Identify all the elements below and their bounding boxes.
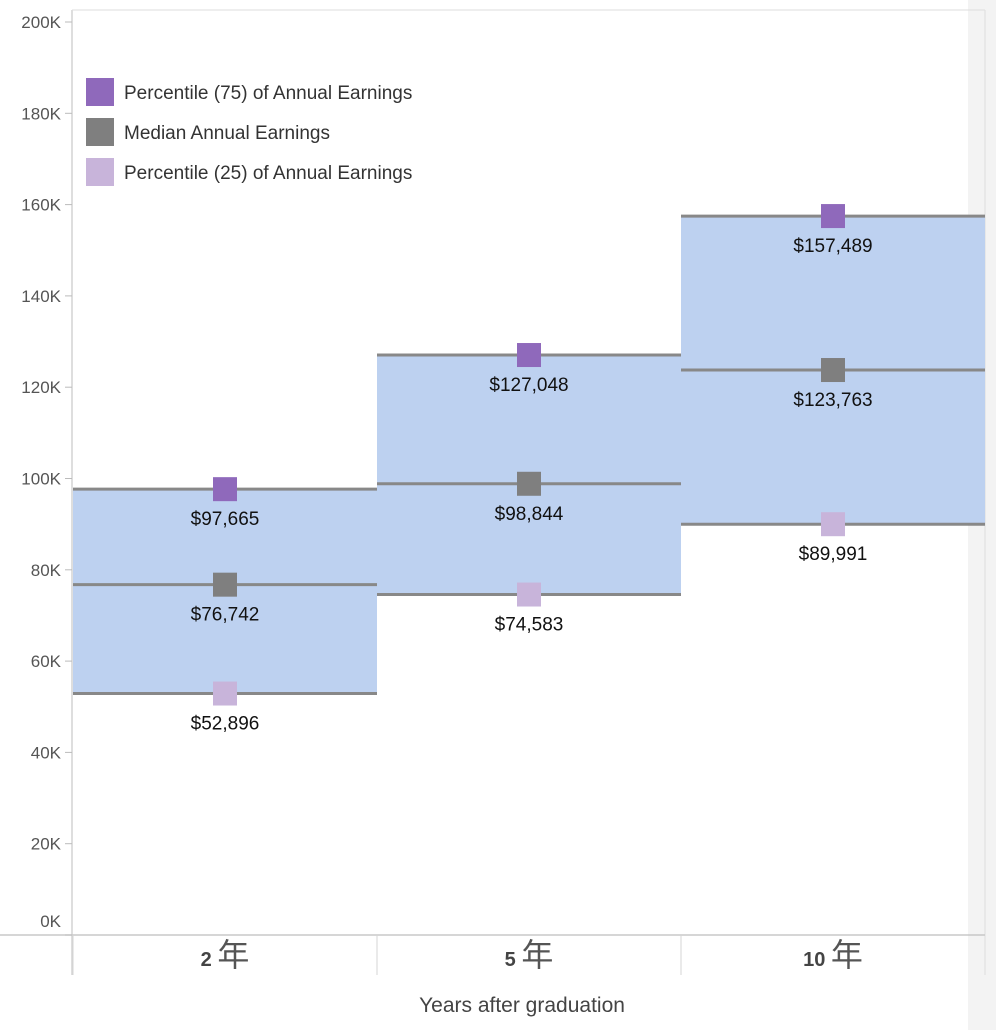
y-tick-label: 100K: [21, 470, 61, 489]
y-tick-label: 160K: [21, 196, 61, 215]
data-label-p25: $89,991: [799, 544, 868, 565]
x-category-suffix: 年: [521, 937, 553, 973]
marker-median: [821, 358, 845, 383]
y-tick-label: 60K: [31, 652, 62, 671]
markers-group: [213, 204, 845, 706]
legend: Percentile (75) of Annual Earnings Median…: [86, 78, 412, 186]
y-tick-label: 200K: [21, 13, 61, 32]
x-category-label: 2 年: [201, 937, 250, 973]
y-tick-label: 180K: [21, 104, 61, 123]
data-label-p75: $157,489: [793, 236, 872, 257]
x-category-suffix: 年: [217, 937, 249, 973]
legend-label-p25: Percentile (25) of Annual Earnings: [124, 163, 412, 184]
data-label-p75: $127,048: [489, 375, 568, 396]
data-label-median: $123,763: [793, 390, 872, 411]
data-label-median: $98,844: [495, 504, 564, 525]
y-tick-label: 20K: [31, 835, 62, 854]
marker-median: [517, 471, 541, 496]
marker-p75: [213, 477, 237, 502]
legend-label-median: Median Annual Earnings: [124, 123, 330, 144]
data-label-median: $76,742: [191, 605, 260, 626]
legend-swatch-p75: [86, 78, 114, 106]
legend-swatch-median: [86, 118, 114, 146]
data-label-p25: $52,896: [191, 714, 260, 735]
y-tick-label: 80K: [31, 561, 62, 580]
legend-swatch-p25: [86, 158, 114, 186]
x-category-label: 10 年: [803, 937, 863, 973]
marker-p75: [517, 343, 541, 368]
x-category-suffix: 年: [831, 937, 863, 973]
marker-p75: [821, 204, 845, 229]
marker-p25: [517, 582, 541, 607]
x-category-number: 2: [201, 949, 218, 971]
marker-median: [213, 572, 237, 597]
x-category-number: 10: [803, 949, 831, 971]
y-tick-label: 40K: [31, 743, 62, 762]
data-label-p25: $74,583: [495, 615, 564, 636]
x-category-number: 5: [505, 949, 522, 971]
marker-p25: [821, 512, 845, 537]
x-category-label: 5 年: [505, 937, 554, 973]
y-tick-label: 140K: [21, 287, 61, 306]
y-tick-label: 0K: [40, 912, 61, 931]
marker-p25: [213, 681, 237, 706]
y-tick-label: 120K: [21, 378, 61, 397]
legend-label-p75: Percentile (75) of Annual Earnings: [124, 83, 412, 104]
data-label-p75: $97,665: [191, 509, 260, 530]
x-axis-title: Years after graduation: [419, 994, 625, 1017]
data-labels-group: $97,665 $76,742 $52,896 $127,048 $98,844 $74,…: [191, 236, 873, 734]
